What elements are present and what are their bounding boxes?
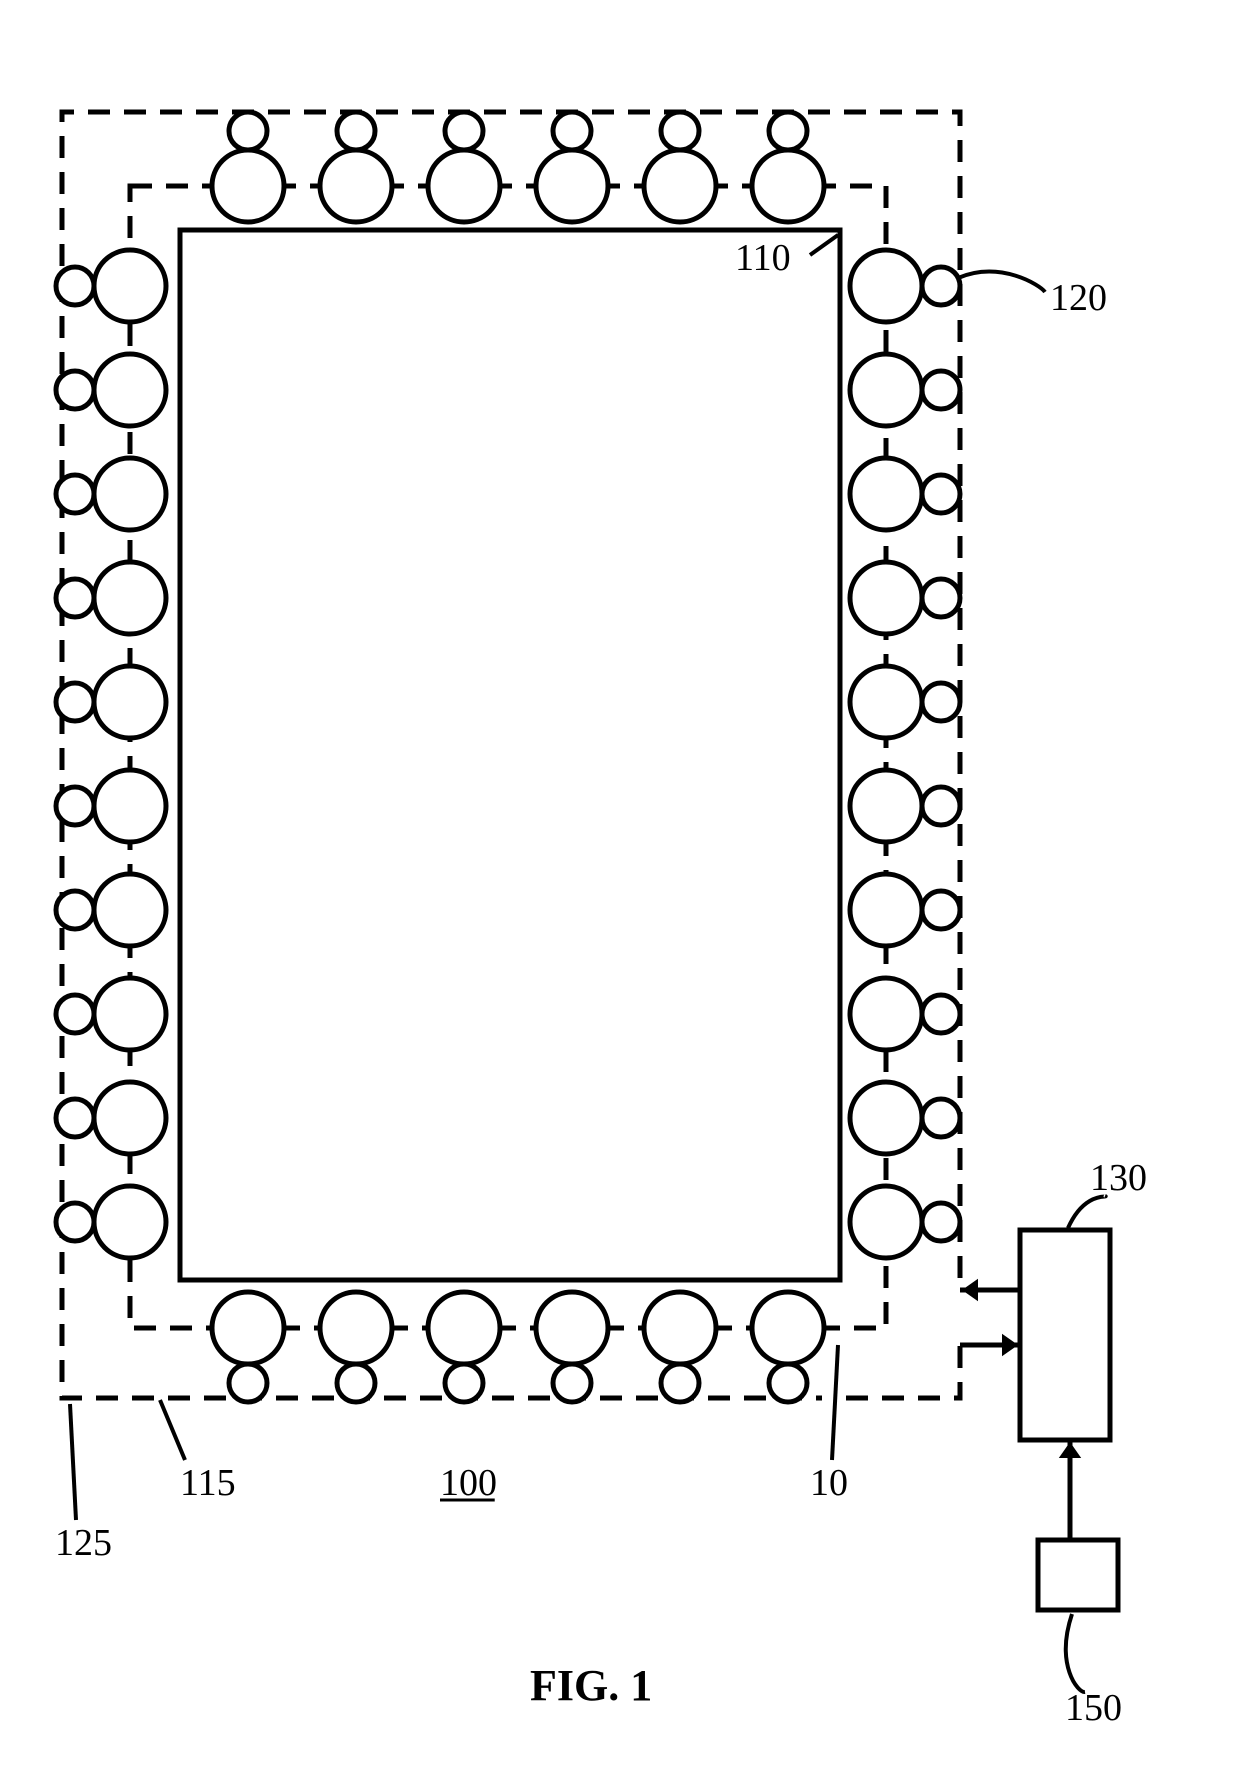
emitter-big	[536, 150, 608, 222]
leader-120	[958, 272, 1045, 292]
emitter-small	[922, 267, 960, 305]
emitter-big	[850, 250, 922, 322]
emitter-small	[56, 1099, 94, 1137]
figure-caption: FIG. 1	[530, 1661, 652, 1710]
inner-bus-loop	[130, 186, 886, 1328]
emitter-small	[922, 371, 960, 409]
emitter-small	[553, 1364, 591, 1402]
label-130: 130	[1090, 1157, 1147, 1199]
emitter-small	[229, 112, 267, 150]
emitter-big	[428, 150, 500, 222]
emitter-big	[428, 1292, 500, 1364]
emitter-small	[337, 1364, 375, 1402]
emitter-small	[769, 112, 807, 150]
emitter-big	[212, 150, 284, 222]
emitter-small	[56, 267, 94, 305]
emitter-small	[229, 1364, 267, 1402]
outer-bus-segment-b	[846, 1345, 1020, 1398]
emitter-small	[769, 1364, 807, 1402]
leader-150	[1066, 1614, 1085, 1692]
emitter-big	[644, 1292, 716, 1364]
emitter-small	[445, 112, 483, 150]
label-120: 120	[1050, 277, 1107, 319]
display-panel	[180, 230, 840, 1280]
emitter-small	[922, 787, 960, 825]
emitter-small	[661, 112, 699, 150]
emitter-big	[94, 1186, 166, 1258]
source-box	[1038, 1540, 1118, 1610]
emitter-small	[56, 891, 94, 929]
emitter-small	[56, 475, 94, 513]
emitter-big	[94, 874, 166, 946]
emitter-small	[56, 371, 94, 409]
leader-10	[832, 1345, 838, 1460]
emitter-small	[56, 995, 94, 1033]
arrow-head	[1002, 1334, 1018, 1356]
leader-130	[1068, 1196, 1106, 1228]
emitter-big	[850, 562, 922, 634]
emitter-small	[661, 1364, 699, 1402]
emitter-small	[922, 683, 960, 721]
emitter-big	[94, 978, 166, 1050]
emitter-small	[56, 683, 94, 721]
emitter-small	[337, 112, 375, 150]
emitter-big	[752, 1292, 824, 1364]
emitter-small	[56, 787, 94, 825]
emitter-big	[644, 150, 716, 222]
controller-box	[1020, 1230, 1110, 1440]
emitter-small	[922, 475, 960, 513]
arrow-head	[1059, 1442, 1081, 1458]
emitter-small	[56, 1203, 94, 1241]
emitter-big	[850, 978, 922, 1050]
emitter-big	[850, 354, 922, 426]
emitter-big	[212, 1292, 284, 1364]
emitter-big	[94, 666, 166, 738]
emitter-big	[94, 1082, 166, 1154]
emitter-big	[850, 874, 922, 946]
emitter-big	[320, 150, 392, 222]
emitter-big	[94, 354, 166, 426]
label-10: 10	[810, 1462, 848, 1504]
label-115: 115	[180, 1462, 236, 1504]
leader-115	[160, 1400, 185, 1460]
label-125: 125	[55, 1522, 112, 1564]
emitter-big	[94, 458, 166, 530]
emitter-small	[553, 112, 591, 150]
label-150: 150	[1065, 1687, 1122, 1729]
emitter-small	[56, 579, 94, 617]
emitter-small	[922, 891, 960, 929]
label-100: 100	[440, 1462, 497, 1504]
emitter-big	[94, 562, 166, 634]
emitter-small	[922, 995, 960, 1033]
arrow-head	[962, 1279, 978, 1301]
emitter-big	[850, 1186, 922, 1258]
figure-1-diagram: 100 10 115 125 110 120 130 150 FIG. 1	[0, 0, 1240, 1773]
emitter-big	[850, 666, 922, 738]
emitter-big	[536, 1292, 608, 1364]
emitter-small	[922, 1203, 960, 1241]
emitter-big	[94, 770, 166, 842]
emitter-small	[922, 579, 960, 617]
label-110: 110	[735, 237, 791, 279]
emitter-small	[922, 1099, 960, 1137]
leader-110	[810, 235, 838, 255]
emitter-big	[850, 1082, 922, 1154]
emitter-big	[850, 770, 922, 842]
emitter-big	[850, 458, 922, 530]
emitter-big	[94, 250, 166, 322]
leader-125	[70, 1404, 76, 1520]
emitter-big	[320, 1292, 392, 1364]
emitter-big	[752, 150, 824, 222]
emitter-small	[445, 1364, 483, 1402]
